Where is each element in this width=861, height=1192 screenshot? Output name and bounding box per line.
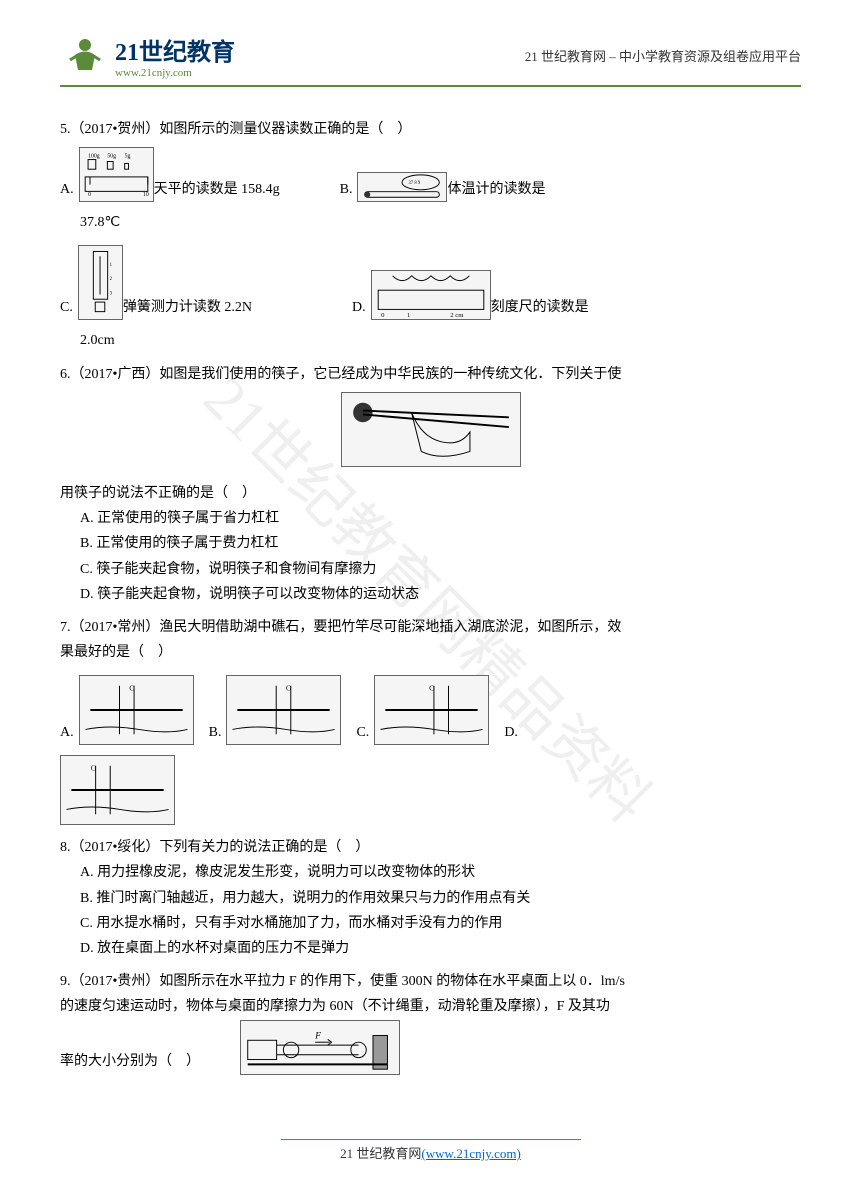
page-footer: 21 世纪教育网(www.21cnjy.com) (281, 1139, 581, 1162)
q5-optC-text: 弹簧测力计读数 2.2N (123, 295, 252, 320)
svg-text:0: 0 (88, 192, 91, 198)
chopsticks-image (341, 392, 521, 467)
question-9: 9.（2017•贵州）如图所示在水平拉力 F 的作用下，使重 300N 的物体在… (60, 969, 801, 1074)
q7-optC-label: C. (356, 720, 369, 745)
q6-optB: B. 正常使用的筷子属于费力杠杠 (80, 531, 801, 556)
balance-image: 100g 50g 5g 0 10 (79, 147, 154, 202)
q8-optA: A. 用力捏橡皮泥，橡皮泥发生形变，说明力可以改变物体的形状 (80, 860, 801, 885)
q5-optC-label: C. (60, 295, 73, 320)
q5-optB-label: B. (340, 177, 353, 202)
svg-text:F: F (314, 1030, 321, 1041)
logo: 21世纪教育 www.21cnjy.com (60, 30, 235, 80)
q6-optC: C. 筷子能夹起食物，说明筷子和食物间有摩擦力 (80, 557, 801, 582)
thermometer-image: 37 8 9 (357, 172, 447, 202)
pulley-image: F (240, 1020, 400, 1075)
question-8: 8.（2017•绥化）下列有关力的说法正确的是（ ） A. 用力捏橡皮泥，橡皮泥… (60, 835, 801, 961)
q9-text2: 的速度匀速运动时，物体与桌面的摩擦力为 60N（不计绳重，动滑轮重及摩擦），F … (60, 994, 801, 1019)
logo-icon (60, 30, 110, 80)
q7-text1: 7.（2017•常州）渔民大明借助湖中礁石，要把竹竿尽可能深地插入湖底淤泥，如图… (60, 615, 801, 640)
svg-text:10: 10 (143, 192, 149, 198)
q9-text3: 率的大小分别为（ ） (60, 1049, 200, 1074)
page-content: 21世纪教育 www.21cnjy.com 21 世纪教育网 – 中小学教育资源… (60, 30, 801, 1075)
question-7: 7.（2017•常州）渔民大明借助湖中礁石，要把竹竿尽可能深地插入湖底淤泥，如图… (60, 615, 801, 825)
q6-optA: A. 正常使用的筷子属于省力杠杠 (80, 506, 801, 531)
svg-text:37 8 9: 37 8 9 (409, 181, 421, 186)
q5-optB-text: 体温计的读数是 (447, 177, 545, 202)
svg-text:2 cm: 2 cm (450, 312, 464, 319)
q6-text1: 6.（2017•广西）如图是我们使用的筷子，它已经成为中华民族的一种传统文化．下… (60, 362, 801, 387)
q7-optB-label: B. (209, 720, 222, 745)
logo-text: 21世纪教育 (115, 40, 235, 66)
q7-optA-label: A. (60, 720, 74, 745)
q6-text2: 用筷子的说法不正确的是（ ） (60, 481, 801, 506)
question-5: 5.（2017•贺州）如图所示的测量仪器读数正确的是（ ） A. 100g 50g… (60, 117, 801, 354)
q5-optA-text: 天平的读数是 158.4g (154, 177, 280, 202)
svg-text:1: 1 (109, 263, 112, 268)
q7-optD-label: D. (504, 720, 518, 745)
q5-optB-cont: 37.8℃ (80, 210, 801, 235)
svg-text:1: 1 (407, 312, 410, 319)
footer-prefix: 21 世纪教育网 (340, 1146, 421, 1161)
q6-optD: D. 筷子能夹起食物，说明筷子可以改变物体的运动状态 (80, 582, 801, 607)
logo-url: www.21cnjy.com (115, 67, 235, 79)
q8-optC: C. 用水提水桶时，只有手对水桶施加了力，而水桶对手没有力的作用 (80, 911, 801, 936)
q7-text2: 果最好的是（ ） (60, 640, 801, 665)
spring-scale-image: 1 2 3 (78, 245, 123, 320)
q8-text: 8.（2017•绥化）下列有关力的说法正确的是（ ） (60, 835, 801, 860)
footer-link[interactable]: (www.21cnjy.com) (421, 1146, 520, 1161)
q5-optD-label: D. (352, 295, 366, 320)
q5-optD-text: 刻度尺的读数是 (491, 295, 589, 320)
pole-image-b: O (226, 675, 341, 745)
ruler-image: 0 1 2 cm (371, 270, 491, 320)
pole-image-d: O (60, 755, 175, 825)
q8-optD: D. 放在桌面上的水杯对桌面的压力不是弹力 (80, 936, 801, 961)
svg-text:2: 2 (109, 277, 112, 282)
q9-text1: 9.（2017•贵州）如图所示在水平拉力 F 的作用下，使重 300N 的物体在… (60, 969, 801, 994)
q5-optD-cont: 2.0cm (80, 328, 801, 353)
svg-text:0: 0 (381, 312, 385, 319)
svg-text:100g: 100g (88, 154, 100, 160)
svg-text:3: 3 (109, 292, 112, 297)
page-header: 21世纪教育 www.21cnjy.com 21 世纪教育网 – 中小学教育资源… (60, 30, 801, 87)
q8-optB: B. 推门时离门轴越近，用力越大，说明力的作用效果只与力的作用点有关 (80, 886, 801, 911)
pole-image-c: O (374, 675, 489, 745)
q5-text: 5.（2017•贺州）如图所示的测量仪器读数正确的是（ ） (60, 117, 801, 142)
header-subtitle: 21 世纪教育网 – 中小学教育资源及组卷应用平台 (525, 46, 801, 65)
pole-image-a: O (79, 675, 194, 745)
svg-text:5g: 5g (124, 154, 130, 160)
svg-text:50g: 50g (107, 154, 116, 160)
q5-optA-label: A. (60, 177, 74, 202)
question-6: 6.（2017•广西）如图是我们使用的筷子，它已经成为中华民族的一种传统文化．下… (60, 362, 801, 607)
